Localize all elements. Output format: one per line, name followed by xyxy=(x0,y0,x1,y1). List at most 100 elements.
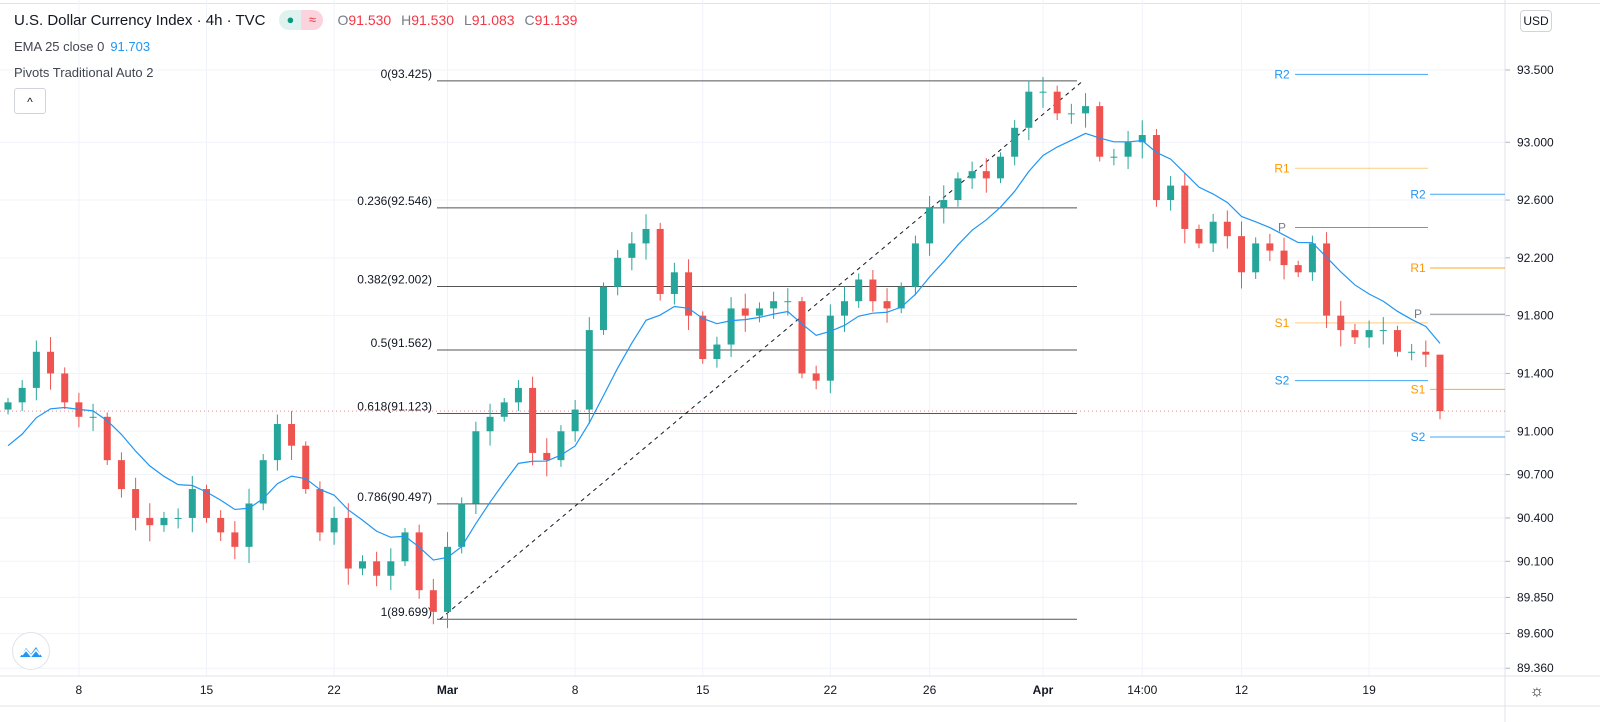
candle-body xyxy=(32,351,40,388)
candle-body xyxy=(529,387,537,453)
close-label: C xyxy=(524,12,535,28)
candle-body xyxy=(1323,243,1331,316)
candle-body xyxy=(89,416,97,418)
x-tick-label: 8 xyxy=(76,683,83,697)
y-tick-label: 91.000 xyxy=(1517,424,1554,438)
pivot-label-r1: R1 xyxy=(1410,261,1426,275)
open-value: 91.530 xyxy=(348,12,392,28)
y-tick-label: 90.700 xyxy=(1517,468,1554,482)
candle-body xyxy=(1308,243,1316,273)
candle-body xyxy=(699,315,707,359)
market-status-pill[interactable]: ● ≈ xyxy=(279,10,324,30)
y-tick-label: 89.360 xyxy=(1517,661,1554,675)
candle-body xyxy=(911,243,919,287)
y-tick-label: 90.400 xyxy=(1517,511,1554,525)
candle-body xyxy=(231,532,239,547)
candle-body xyxy=(656,228,664,294)
pivot-label-p: P xyxy=(1414,307,1422,321)
chart-legend-title: U.S. Dollar Currency Index · 4h · TVC ● … xyxy=(14,10,583,30)
y-tick-label: 92.600 xyxy=(1517,193,1554,207)
candle-body xyxy=(1294,265,1302,273)
candle-body xyxy=(18,387,26,403)
y-tick-label: 93.500 xyxy=(1517,63,1554,77)
pivots-label: Pivots Traditional Auto 2 xyxy=(14,65,154,80)
chevron-up-icon: ^ xyxy=(27,95,33,109)
y-tick-label: 91.800 xyxy=(1517,309,1554,323)
candle-body xyxy=(358,561,366,569)
candle-body xyxy=(273,424,281,461)
x-tick-label: 19 xyxy=(1362,683,1376,697)
candle-body xyxy=(1067,113,1075,115)
candle-body xyxy=(188,489,196,518)
x-tick-label: 8 xyxy=(572,683,579,697)
candle-body xyxy=(812,373,820,381)
candle-body xyxy=(1152,135,1160,201)
candle-body xyxy=(642,228,650,244)
candle-body xyxy=(670,272,678,294)
candle-body xyxy=(614,257,622,287)
candle-body xyxy=(259,460,267,504)
pivot-label-p: P xyxy=(1278,221,1286,235)
candle-body xyxy=(4,402,12,410)
candle-body xyxy=(727,308,735,345)
candle-body xyxy=(1422,351,1430,355)
ema-line xyxy=(7,132,1441,561)
pivot-label-r1: R1 xyxy=(1274,161,1290,175)
candle-body xyxy=(585,330,593,410)
candle-body xyxy=(982,171,990,179)
candle-body xyxy=(1408,351,1416,353)
low-value: 91.083 xyxy=(471,12,515,28)
low-label: L xyxy=(463,12,472,28)
candle-body xyxy=(1393,330,1401,352)
settings-gear-icon[interactable]: ☼ xyxy=(1530,683,1545,700)
candle-body xyxy=(486,416,494,432)
candle-body xyxy=(685,272,693,316)
candle-body xyxy=(741,308,749,316)
ema-legend[interactable]: EMA 25 close 0 91.703 xyxy=(14,39,150,54)
fib-trend-line xyxy=(439,80,1084,620)
candle-body xyxy=(344,517,352,569)
fib-level-label: 0.5(91.562) xyxy=(371,336,432,350)
candle-body xyxy=(1252,243,1260,273)
candle-body xyxy=(954,178,962,201)
pivots-legend[interactable]: Pivots Traditional Auto 2 xyxy=(14,65,153,80)
candle-body xyxy=(174,517,182,519)
candle-body xyxy=(458,503,466,547)
high-label: H xyxy=(401,12,412,28)
pivot-label-r2: R2 xyxy=(1274,67,1290,81)
x-tick-label: Mar xyxy=(437,683,459,697)
symbol-title[interactable]: U.S. Dollar Currency Index · 4h · TVC xyxy=(14,11,266,29)
candle-body xyxy=(755,308,763,316)
candle-body xyxy=(1223,221,1231,237)
x-tick-label: 22 xyxy=(824,683,838,697)
candle-body xyxy=(571,409,579,432)
fib-level-label: 0(93.425) xyxy=(381,67,432,81)
fib-level-label: 0.236(92.546) xyxy=(357,194,432,208)
tradingview-logo-button[interactable] xyxy=(12,632,50,670)
y-tick-label: 89.850 xyxy=(1517,590,1554,604)
candle-body xyxy=(968,171,976,179)
candle-body xyxy=(245,503,253,547)
candle-body xyxy=(926,207,934,244)
candle-body xyxy=(500,402,508,417)
collapse-legend-button[interactable]: ^ xyxy=(14,88,46,114)
currency-button[interactable]: USD xyxy=(1520,10,1552,32)
candle-body xyxy=(288,424,296,446)
candle-body xyxy=(1138,135,1146,143)
candle-body xyxy=(202,489,210,518)
candle-body xyxy=(429,590,437,612)
candle-body xyxy=(1379,330,1387,332)
candle-body xyxy=(302,445,310,490)
fib-level-label: 0.786(90.497) xyxy=(357,490,432,504)
pivot-label-s2: S2 xyxy=(1275,374,1290,388)
candle-body xyxy=(61,373,69,403)
pivot-label-s1: S1 xyxy=(1275,316,1290,330)
candle-body xyxy=(1436,354,1444,412)
candle-body xyxy=(132,489,140,518)
candle-body xyxy=(869,279,877,302)
top-toolbar-edge xyxy=(0,0,1600,4)
candle-body xyxy=(713,344,721,359)
market-open-dot-icon: ● xyxy=(279,10,302,30)
x-tick-label: 22 xyxy=(327,683,341,697)
